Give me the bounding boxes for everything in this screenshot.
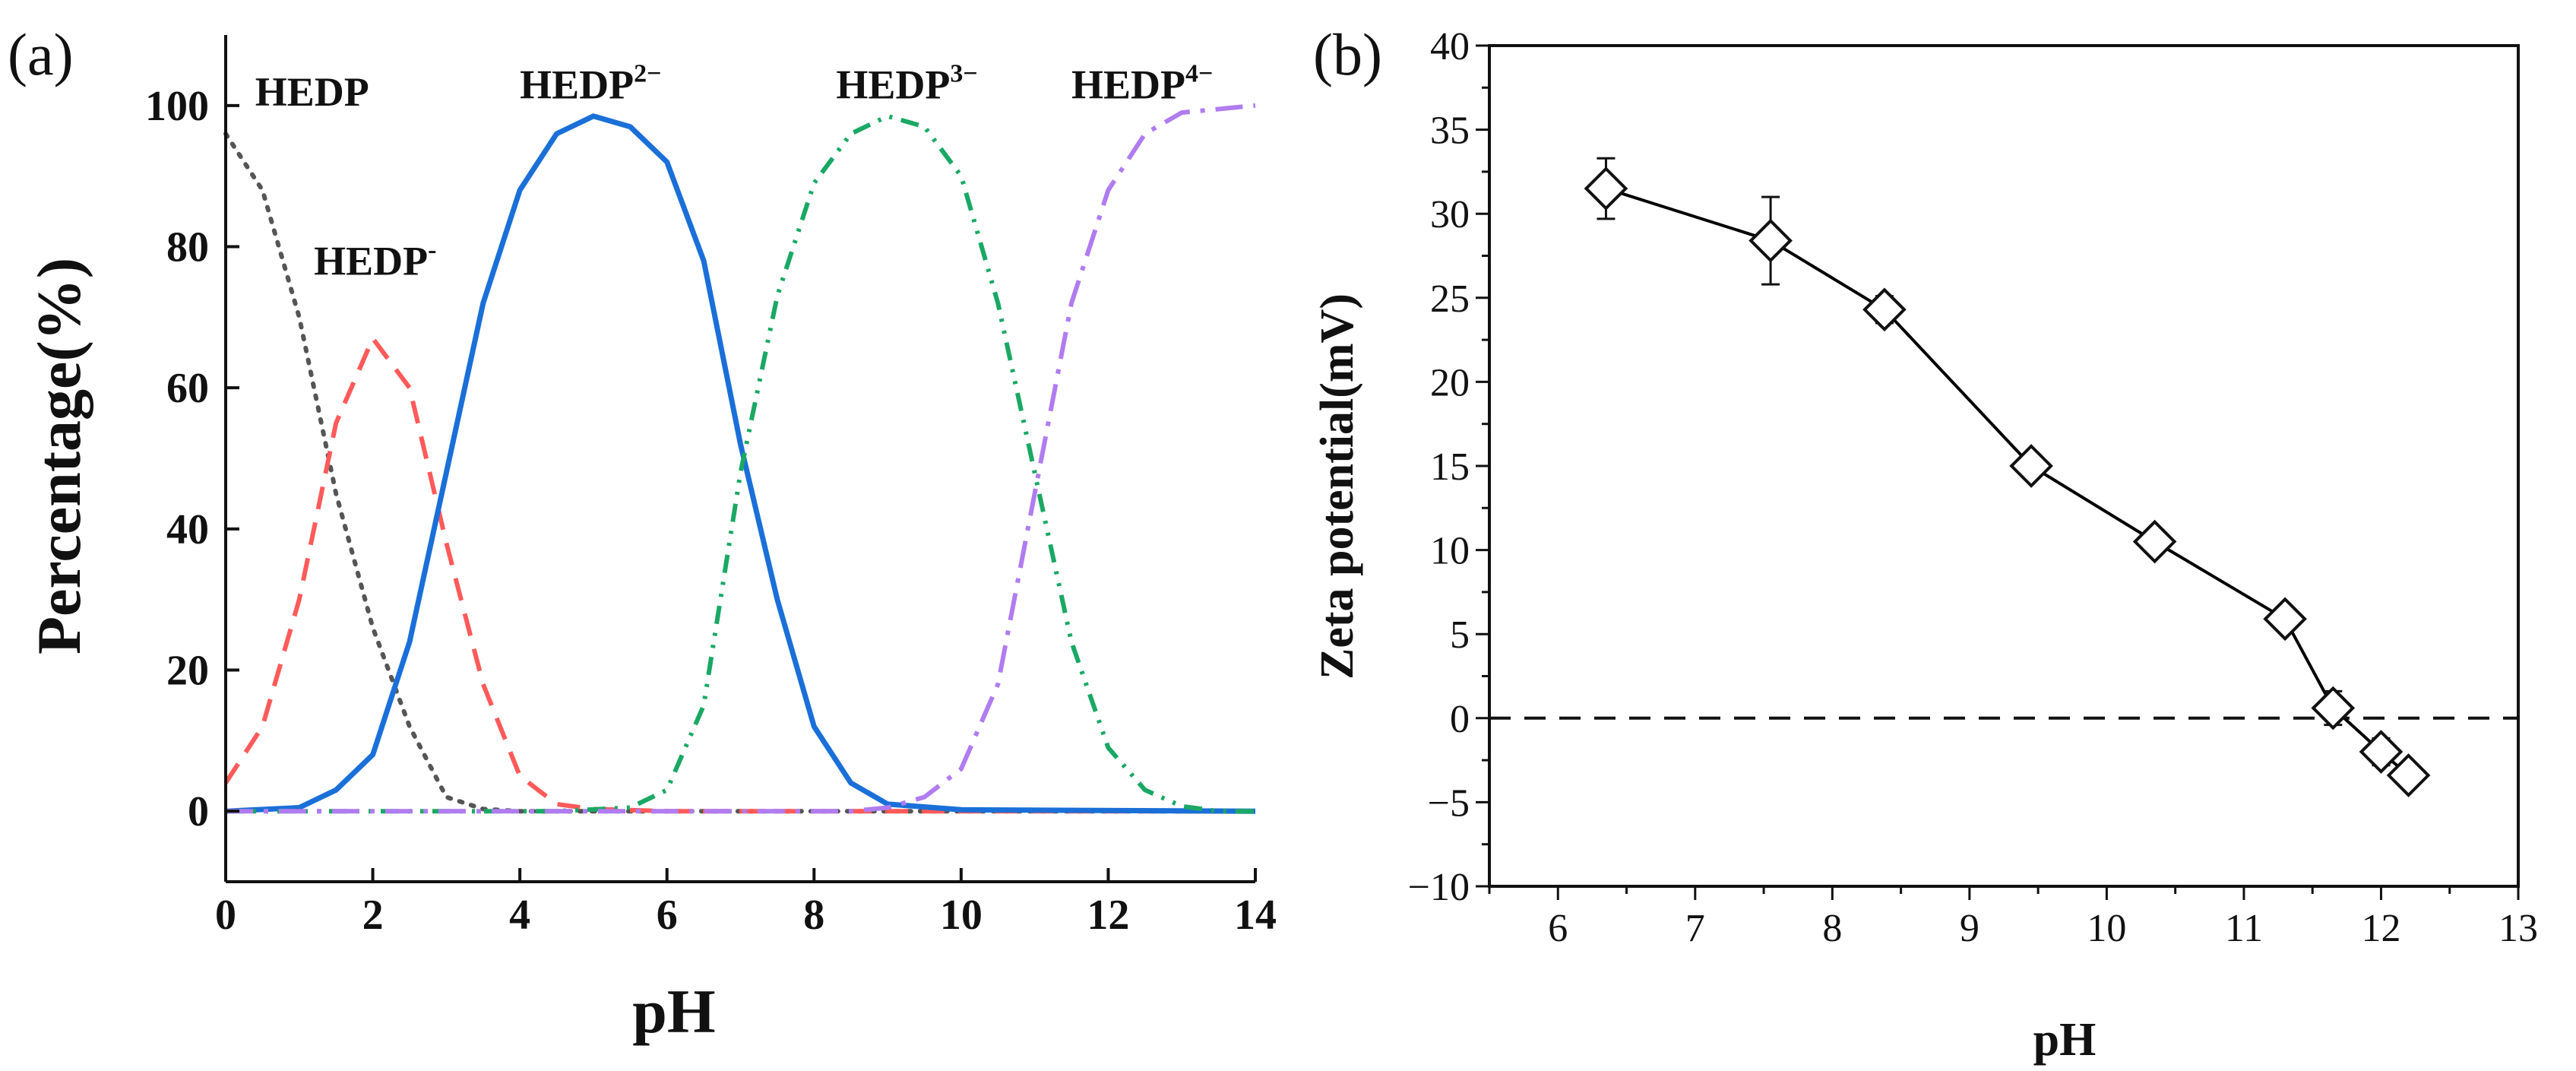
zeta-data-point (2311, 686, 2356, 730)
panel-a-x-tick-label: 8 (803, 892, 824, 939)
panel-b-y-tick-label: 20 (1430, 361, 1470, 404)
panel-b-y-tick-label: 5 (1450, 613, 1470, 657)
panel-a-x-tick-label: 6 (657, 892, 678, 939)
panel-b-x-label: pH (2033, 1014, 2097, 1066)
panel-a-y-tick-label: 0 (188, 788, 209, 835)
panel-b-y-tick-label: 25 (1430, 277, 1470, 321)
panel-b-letter: (b) (1313, 21, 1382, 87)
zeta-series-line (1605, 187, 2410, 777)
panel-a-series (223, 103, 1258, 814)
panel-a: (a) HEDP HEDP- HEDP2− HEDP3− HEDP4− 0 2 4 6 8 10 1… (8, 21, 1277, 1046)
panel-b-series (1584, 157, 2431, 797)
zeta-data-point (1584, 166, 1628, 211)
species-label: HEDP2− (520, 60, 661, 108)
series-line-hedp (223, 131, 1258, 814)
panel-a-y-tick-label: 60 (166, 365, 209, 412)
series-line-hedp (223, 336, 1255, 814)
panel-a-x-tick-label: 0 (215, 892, 236, 939)
zeta-data-point (2132, 519, 2177, 564)
panel-b-x-tick-label: 13 (2498, 907, 2538, 950)
panel-b-x-tick-label: 6 (1548, 907, 1568, 950)
species-label: HEDP3− (836, 60, 977, 108)
zeta-data-point (1748, 218, 1793, 263)
panel-a-x-label: pH (632, 977, 715, 1046)
panel-b-x-tick-label: 7 (1685, 907, 1705, 950)
panel-b-axes: 6 7 8 9 10 11 12 13 −10 −5 0 5 10 15 20 25 30 35 40 (1408, 25, 2538, 950)
panel-a-annotations: HEDP HEDP- HEDP2− HEDP3− HEDP4− (255, 60, 1214, 284)
panel-b-y-tick-label: 10 (1430, 530, 1470, 573)
panel-a-y-label: Percentage(%) (24, 258, 93, 654)
panel-a-y-tick-label: 80 (166, 224, 209, 271)
panel-b-x-tick-label: 8 (1822, 907, 1842, 950)
panel-a-y-tick-label: 20 (166, 648, 209, 695)
panel-b-frame (1488, 44, 2520, 888)
panel-b-y-tick-label: −10 (1408, 866, 1470, 909)
species-label: HEDP- (314, 236, 436, 284)
panel-b-y-tick-label: 15 (1430, 445, 1470, 489)
panel-b-y-tick-label: −5 (1428, 781, 1470, 825)
zeta-data-point (2386, 753, 2431, 797)
panel-a-y-tick-label: 100 (145, 83, 209, 130)
zeta-data-point (1862, 287, 1907, 332)
panel-b-x-tick-label: 10 (2087, 907, 2126, 950)
panel-b-y-tick-label: 30 (1430, 193, 1470, 236)
panel-b-y-label: Zeta potential(mV) (1312, 293, 1363, 680)
zeta-data-point (2009, 444, 2053, 488)
species-label: HEDP4− (1071, 60, 1213, 108)
panel-b-y-tick-label: 40 (1430, 25, 1470, 68)
species-label: HEDP (255, 69, 369, 115)
panel-a-axes: 0 2 4 6 8 10 12 14 0 20 40 60 80 100 (145, 35, 1277, 939)
zeta-data-point (2263, 597, 2307, 642)
panel-b-y-tick-label: 0 (1450, 698, 1470, 741)
panel-a-letter: (a) (8, 21, 74, 87)
series-line-hedp4 (226, 103, 1256, 814)
panel-a-x-tick-label: 12 (1087, 892, 1129, 939)
panel-a-x-tick-label: 2 (362, 892, 384, 939)
panel-b-x-tick-label: 11 (2225, 907, 2263, 950)
panel-a-x-tick-label: 14 (1234, 892, 1277, 939)
panel-a-y-tick-label: 40 (166, 506, 209, 553)
series-line-hedp2 (225, 113, 1256, 814)
zeta-data-point (2359, 730, 2404, 774)
panel-a-x-tick-label: 4 (509, 892, 530, 939)
panel-a-x-tick-label: 10 (940, 892, 983, 939)
panel-b-y-tick-label: 35 (1430, 109, 1470, 153)
panel-b-x-tick-label: 12 (2361, 907, 2400, 950)
panel-b: (b) 6 7 8 9 10 11 12 13 −10 −5 0 5 10 15 20 25 30 35 40 pH… (1312, 21, 2538, 1066)
panel-b-x-tick-label: 9 (1960, 907, 1979, 950)
series-line-hedp3 (226, 113, 1255, 814)
